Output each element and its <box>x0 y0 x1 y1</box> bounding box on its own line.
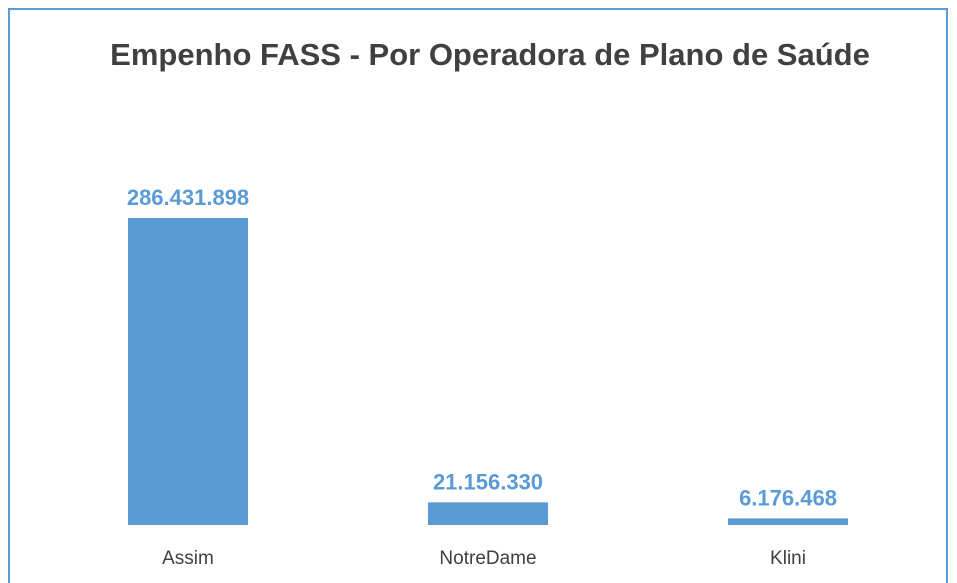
value-label: 6.176.468 <box>739 485 837 510</box>
value-label: 21.156.330 <box>433 469 543 494</box>
x-tick-label: NotreDame <box>439 548 536 569</box>
x-tick-label: Klini <box>770 548 806 569</box>
bar <box>728 518 848 525</box>
chart-frame <box>8 8 948 583</box>
value-label: 286.431.898 <box>127 185 249 210</box>
bar <box>128 218 248 525</box>
bar <box>428 502 548 525</box>
x-tick-label: Assim <box>162 548 214 569</box>
chart-title: Empenho FASS - Por Operadora de Plano de… <box>110 37 870 72</box>
